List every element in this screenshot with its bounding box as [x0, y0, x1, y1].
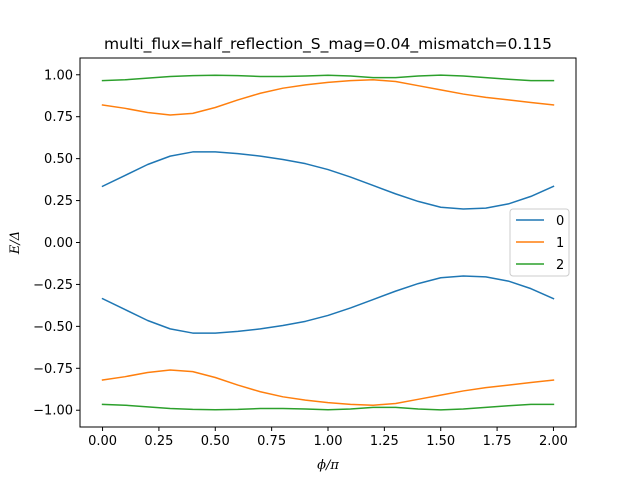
x-tick-label: 1.25 [370, 434, 399, 449]
series-line-1 [101, 79, 555, 116]
series-layer [101, 74, 555, 411]
y-tick-label: −1.00 [33, 404, 73, 419]
y-tick-label: −0.25 [33, 278, 73, 293]
x-tick-label: 0.75 [257, 434, 286, 449]
y-tick-label: −0.75 [33, 362, 73, 377]
y-tick-label: 0.50 [44, 152, 73, 167]
series-line-2 [101, 74, 555, 82]
y-axis-label: E/Δ [8, 231, 23, 255]
legend-label: 2 [556, 258, 564, 273]
series-line-2 [101, 403, 555, 411]
y-axis: −1.00 −0.75 −0.50 −0.25 0.00 0.25 0.50 0.75 1.00 [33, 68, 80, 419]
series-line-0 [101, 151, 555, 210]
x-tick-label: 0.50 [201, 434, 230, 449]
x-tick-label: 1.50 [426, 434, 455, 449]
legend-label: 1 [556, 236, 564, 251]
x-tick-label: 0.25 [144, 434, 173, 449]
legend: 0 1 2 [509, 208, 570, 277]
y-tick-label: 0.25 [44, 194, 73, 209]
series-line-1 [101, 369, 555, 406]
x-tick-label: 2.00 [539, 434, 568, 449]
x-tick-label: 0.00 [88, 434, 117, 449]
x-axis-label: ϕ/π [317, 458, 339, 473]
chart-title: multi_flux=half_reflection_S_mag=0.04_mi… [104, 35, 552, 54]
x-axis: 0.00 0.25 0.50 0.75 1.00 1.25 1.50 1.75 2.00 [88, 427, 568, 449]
y-tick-label: 1.00 [44, 68, 73, 83]
y-tick-label: −0.50 [33, 320, 73, 335]
series-line-0 [101, 275, 555, 334]
legend-label: 0 [556, 214, 564, 229]
y-tick-label: 0.75 [44, 110, 73, 125]
x-tick-label: 1.00 [314, 434, 343, 449]
x-tick-label: 1.75 [483, 434, 512, 449]
plot-frame [79, 57, 577, 428]
y-tick-label: 0.00 [44, 236, 73, 251]
